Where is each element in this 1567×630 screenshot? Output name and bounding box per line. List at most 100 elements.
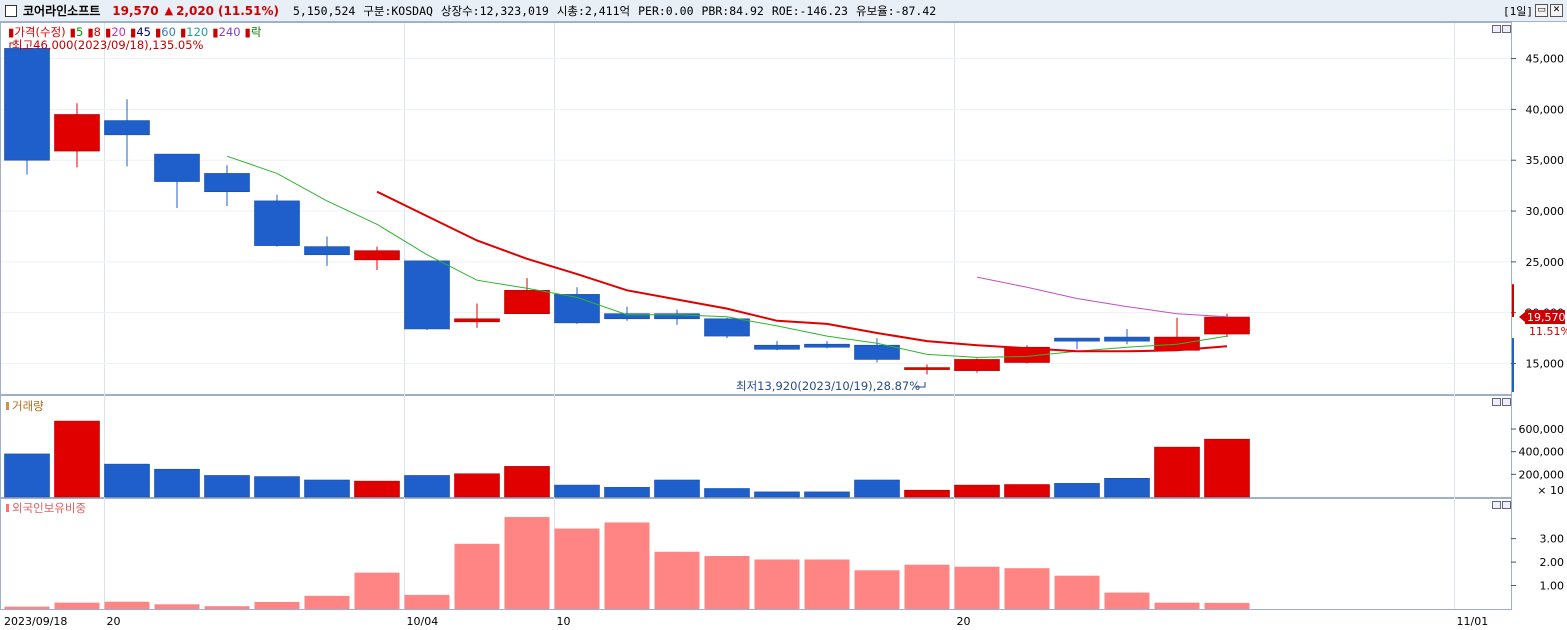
- current-price: 19,570: [112, 3, 159, 18]
- volume-bar: [1204, 438, 1250, 498]
- volume-legend-marker: [6, 402, 9, 410]
- foreign-tick-label: 3.00: [1540, 533, 1565, 546]
- foreign-bar: [554, 528, 600, 609]
- foreign-legend-marker: [6, 504, 9, 512]
- volume-bar: [304, 479, 350, 498]
- chart-area: ▮가격(수정) ▮5 ▮8 ▮20 ▮45 ▮60 ▮120 ▮240 ▮락 최고46,000(…: [0, 22, 1567, 630]
- price-series: [4, 42, 1250, 388]
- high-note-arrow-icon: [9, 42, 14, 48]
- ma20-line: [976, 276, 1228, 318]
- candle-body: [1104, 336, 1150, 342]
- legend-item-8: 락: [251, 25, 262, 39]
- ma8-line: [376, 190, 1228, 353]
- legend-item-2: 8: [94, 25, 101, 39]
- legend-item-0: 가격(수정): [14, 25, 65, 39]
- candle-body: [404, 260, 450, 330]
- candle-body: [4, 48, 50, 161]
- candle: [104, 99, 150, 167]
- candle-body: [854, 344, 900, 360]
- candle: [854, 338, 900, 363]
- candle-body: [654, 313, 700, 320]
- volume-panel-minimize-button[interactable]: [1492, 398, 1501, 406]
- volume-bar: [54, 420, 100, 498]
- price-tick-label: 40,000: [1526, 103, 1565, 116]
- current-pct-tag-text: 11.51%: [1529, 325, 1567, 338]
- foreign-bar: [1104, 592, 1150, 609]
- candle-body: [554, 294, 600, 324]
- foreign-bar: [854, 570, 900, 609]
- volume-bar: [704, 488, 750, 498]
- market-cap: 시총:2,411억: [556, 3, 631, 18]
- candle-body: [1054, 337, 1100, 342]
- foreign-bar: [954, 566, 1000, 609]
- stock-name: 코어라인소프트: [23, 4, 101, 18]
- price-panel-minimize-button[interactable]: [1492, 25, 1501, 33]
- volume-bar: [604, 487, 650, 498]
- close-icon[interactable]: ✕: [1550, 4, 1563, 17]
- candle-body: [154, 153, 200, 182]
- price-panel-close-button[interactable]: [1502, 25, 1511, 33]
- candle-body: [354, 250, 400, 261]
- volume-panel-frame: [0, 395, 1512, 498]
- volume-bar: [904, 489, 950, 498]
- roe-value: ROE:-146.23: [771, 3, 848, 18]
- candle-body: [454, 318, 500, 323]
- candle-body: [254, 200, 300, 246]
- per-value: PER:0.00: [638, 3, 694, 18]
- foreign-panel-minimize-button[interactable]: [1492, 501, 1501, 509]
- candle: [304, 236, 350, 266]
- period-selector[interactable]: [1일]: [1503, 5, 1533, 18]
- foreign-bar: [754, 559, 800, 609]
- legend-marker: ▮: [70, 25, 76, 39]
- retention-ratio: 유보율:-87.42: [855, 3, 937, 18]
- select-checkbox[interactable]: [5, 4, 17, 17]
- foreign-tick-label: 2.00: [1540, 556, 1565, 569]
- candle: [254, 194, 300, 247]
- legend-item-6: 120: [186, 25, 208, 39]
- high-note: 최고46,000(2023/09/18),135.05%: [12, 38, 204, 52]
- candle-body: [804, 343, 850, 348]
- price-tick-label: 45,000: [1526, 53, 1565, 66]
- volume-bar: [804, 491, 850, 498]
- volume-tick-label: 400,000: [1519, 446, 1565, 459]
- volume-bar: [1054, 483, 1100, 498]
- x-axis: 2023/09/18 20 10/04 10 20 11/01: [4, 615, 1488, 628]
- price-tick-label: 30,000: [1526, 205, 1565, 218]
- candle: [1204, 313, 1250, 338]
- candle-body: [304, 246, 350, 256]
- volume-bar: [104, 463, 150, 498]
- volume-panel-close-button[interactable]: [1502, 398, 1511, 406]
- candle: [554, 287, 600, 324]
- volume-bar: [354, 480, 400, 498]
- foreign-bar: [4, 606, 50, 609]
- volume-bar: [4, 453, 50, 498]
- candle: [954, 358, 1000, 373]
- candle: [154, 153, 200, 208]
- candle-body: [954, 359, 1000, 371]
- price-panel-frame: [0, 22, 1512, 395]
- volume-bar: [754, 491, 800, 498]
- legend-item-3: 20: [111, 25, 126, 39]
- maximize-icon[interactable]: ▭: [1535, 4, 1548, 17]
- volume-bar: [1004, 484, 1050, 498]
- foreign-bar: [54, 602, 100, 609]
- foreign-bar: [804, 559, 850, 609]
- foreign-bar: [1004, 568, 1050, 609]
- x-axis-label: 20: [957, 615, 971, 628]
- volume-bar: [504, 466, 550, 498]
- candle-body: [1204, 316, 1250, 335]
- price-tick-label: 15,000: [1526, 358, 1565, 371]
- foreign-tick-label: 1.00: [1540, 580, 1565, 593]
- market-type: 구분:KOSDAQ: [363, 3, 433, 18]
- foreign-panel-close-button[interactable]: [1502, 501, 1511, 509]
- foreign-series: [4, 517, 1250, 609]
- foreign-legend: 외국인보유비중: [12, 501, 86, 515]
- legend-marker: ▮: [155, 25, 161, 39]
- candle: [204, 165, 250, 206]
- foreign-bar: [604, 522, 650, 609]
- foreign-bar: [304, 595, 350, 609]
- candle: [754, 341, 800, 351]
- foreign-bar: [1154, 602, 1200, 609]
- volume-tick-label: 600,000: [1519, 423, 1565, 436]
- candle: [4, 48, 50, 175]
